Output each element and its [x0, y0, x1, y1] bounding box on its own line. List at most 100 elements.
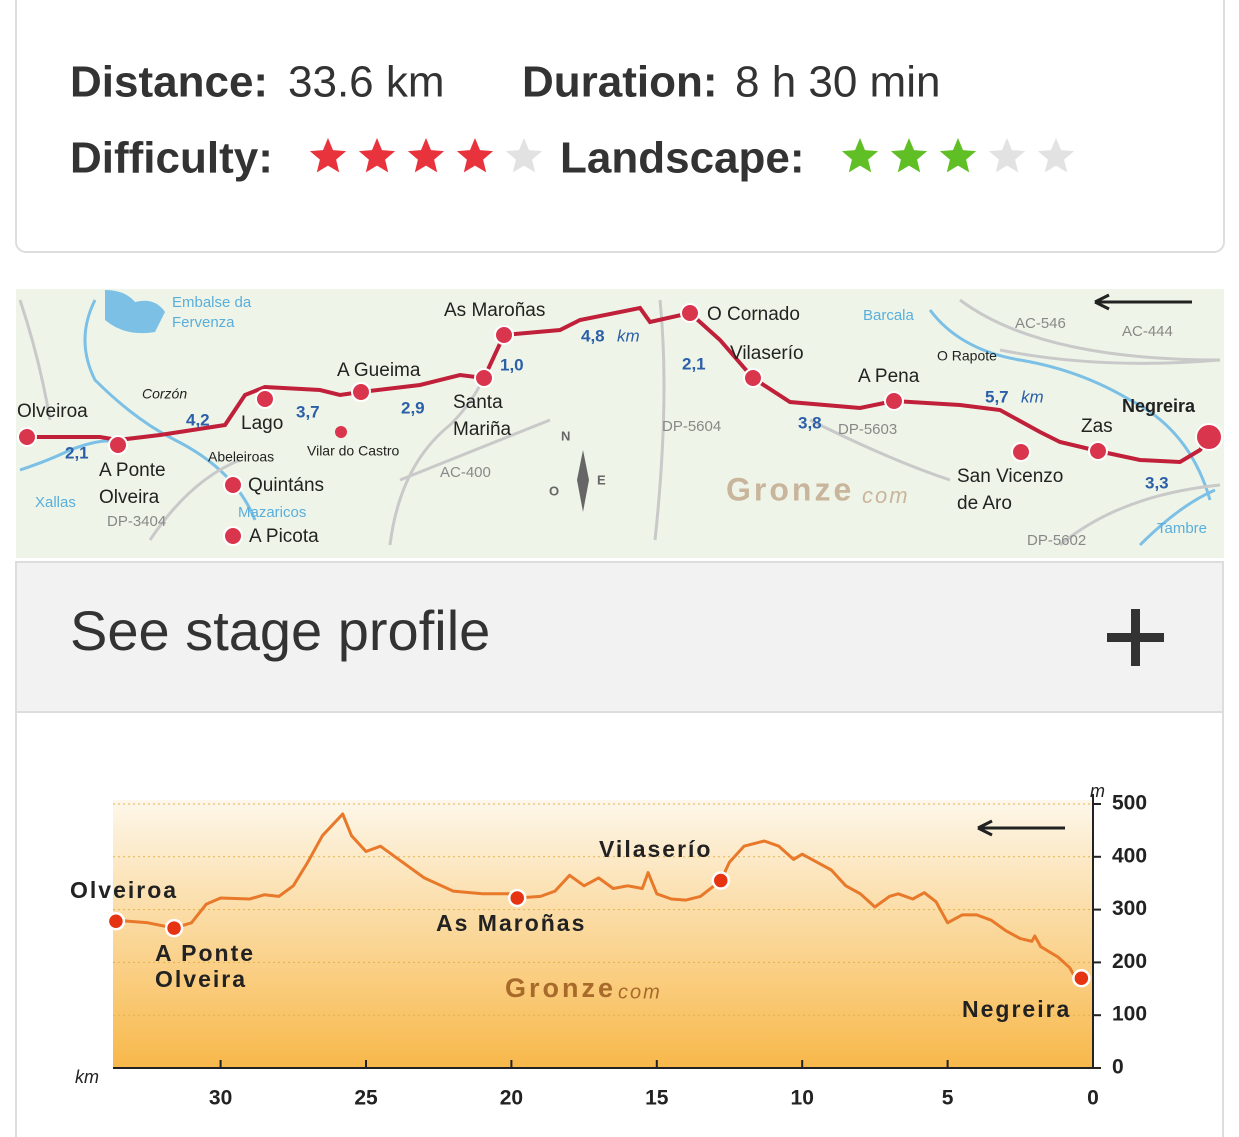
road-name: AC-444: [1122, 323, 1173, 340]
place-marker: [1195, 423, 1223, 451]
segment-unit: km: [617, 326, 640, 345]
road-name: DP-5604: [662, 418, 721, 435]
x-tick-label: 10: [791, 1087, 814, 1110]
place-name: Zas: [1081, 416, 1113, 437]
watermark: com: [618, 981, 662, 1003]
place-marker: [17, 427, 37, 447]
place-name: Olveira: [99, 487, 160, 508]
waypoint-label: As Maroñas: [436, 910, 586, 936]
segment-distance: 2,1: [682, 354, 706, 373]
place-marker: [335, 426, 347, 438]
waypoint: [507, 888, 527, 908]
place-marker: [743, 368, 763, 388]
place-name: O Cornado: [707, 304, 800, 325]
direction-arrow: [977, 819, 1065, 837]
segment-distance: 3,8: [798, 413, 822, 432]
place-marker: [1011, 442, 1031, 462]
rating-star: [309, 138, 347, 173]
road-name: AC-546: [1015, 315, 1066, 332]
compass-letter: O: [549, 483, 559, 498]
place-name: A Pena: [858, 366, 920, 387]
panel-border: [15, 712, 1224, 1137]
label: Distance:: [70, 58, 268, 107]
waypoint: [164, 918, 184, 938]
place-name: As Maroñas: [444, 300, 545, 321]
place-name: A Gueima: [337, 360, 421, 381]
x-tick-label: 5: [942, 1087, 954, 1110]
road-name: AC-400: [440, 464, 491, 481]
place-name: Quintáns: [248, 475, 324, 496]
y-tick-label: 500: [1112, 792, 1147, 815]
rating-star: [407, 138, 445, 173]
compass-rose: [577, 450, 589, 512]
rivers: [19, 299, 1216, 547]
waypoint-label: A Ponte: [155, 940, 255, 966]
expand-icon[interactable]: [1131, 609, 1140, 666]
place-marker: [884, 391, 904, 411]
place-marker: [108, 435, 128, 455]
place-name: A Picota: [249, 526, 319, 547]
segment-distance: 3,3: [1145, 473, 1169, 492]
info-card: [15, 0, 1225, 253]
y-axis-label: m: [1090, 781, 1105, 801]
place-marker: [255, 389, 275, 409]
plot-area: [113, 800, 1093, 1068]
rating-star: [358, 138, 396, 173]
segment-distance: 1,0: [500, 355, 524, 374]
value: 8 h 30 min: [735, 58, 940, 107]
hamlet-name: O Rapote: [937, 348, 997, 364]
y-tick-label: 0: [1112, 1056, 1124, 1079]
place-marker: [680, 303, 700, 323]
place-name: de Aro: [957, 493, 1012, 514]
water-name: Fervenza: [172, 314, 235, 331]
place-marker: [351, 382, 371, 402]
segment-distance: 4,2: [186, 410, 210, 429]
water-name: Barcala: [863, 307, 915, 324]
map: [16, 289, 1224, 558]
road-name: DP-3404: [107, 513, 166, 530]
waypoint-label: Olveiroa: [70, 877, 178, 903]
rating-star: [1037, 138, 1075, 173]
watermark: com: [862, 483, 910, 508]
rating-star: [988, 138, 1026, 173]
compass-letter: E: [597, 472, 606, 487]
label: Landscape:: [560, 134, 805, 183]
y-tick-label: 100: [1112, 1003, 1147, 1026]
road-name: DP-5603: [838, 421, 897, 438]
hamlet-name: Corzón: [142, 386, 187, 402]
place-marker: [223, 475, 243, 495]
rating-star: [505, 138, 543, 173]
waypoint: [106, 911, 126, 931]
segment-distance: 5,7: [985, 387, 1009, 406]
water-name: Tambre: [1157, 520, 1207, 537]
water-name: Xallas: [35, 494, 76, 511]
place-name: A Ponte: [99, 460, 166, 481]
place-name: Vilaserío: [730, 343, 804, 364]
waypoint-label: Negreira: [962, 996, 1071, 1022]
segment-distance: 2,1: [65, 443, 89, 462]
direction-arrow: [1094, 293, 1192, 311]
roads: [18, 298, 1221, 547]
place-name: Mariña: [453, 419, 512, 440]
x-tick-label: 0: [1087, 1087, 1099, 1110]
accordion-header[interactable]: [15, 561, 1224, 713]
waypoint: [1072, 968, 1091, 988]
x-tick-label: 15: [645, 1087, 669, 1110]
place-name: Lago: [241, 413, 283, 434]
label: Duration:: [522, 58, 718, 107]
place-name: San Vicenzo: [957, 466, 1063, 487]
segment-unit: km: [1021, 387, 1044, 406]
rating-star: [456, 138, 494, 173]
rating-star: [939, 138, 977, 173]
compass-letter: N: [561, 428, 570, 443]
hamlet-name: Abeleiroas: [208, 449, 274, 465]
watermark: Gronze: [505, 973, 616, 1003]
y-tick-label: 200: [1112, 950, 1147, 973]
axis: [113, 794, 1094, 1069]
waypoint: [711, 871, 731, 890]
rating-star: [890, 138, 928, 173]
label: Difficulty:: [70, 134, 273, 183]
x-axis-label: km: [75, 1067, 99, 1087]
